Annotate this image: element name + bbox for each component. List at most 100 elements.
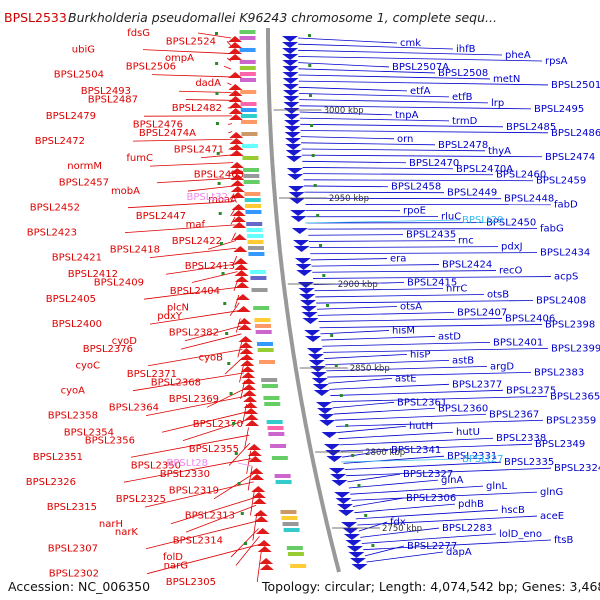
forward-gene-hism[interactable]: hisM — [320, 325, 415, 336]
forward-gene-phea[interactable]: pheA — [298, 49, 531, 61]
forward-gene-bpsl2383[interactable]: BPSL2383 — [327, 367, 584, 378]
reverse-gene-bpsl2482[interactable]: BPSL2482 — [172, 103, 232, 114]
reverse-gene-bpsl2400[interactable]: BPSL2400 — [52, 310, 240, 331]
reverse-gene-bpsl2351[interactable]: BPSL2351 — [33, 434, 250, 463]
reverse-gene-bpsl2358[interactable]: BPSL2358 — [48, 395, 246, 422]
forward-gene-fdx[interactable]: fdx — [358, 517, 406, 532]
reverse-gene-bpsl2487[interactable]: BPSL2487 — [88, 95, 232, 106]
reverse-gene-bpsl2476[interactable]: BPSL2476 — [133, 120, 233, 131]
forward-gene-bpsl2399[interactable]: BPSL2399 — [323, 343, 600, 354]
reverse-gene-bpsl2423[interactable]: BPSL2423 — [27, 224, 236, 239]
reverse-gene-bpsl2319[interactable]: BPSL2319 — [169, 466, 253, 497]
forward-gene-astd[interactable]: astD — [321, 331, 461, 342]
reverse-gene-bpsl2471[interactable]: BPSL2471 — [174, 144, 233, 155]
forward-gene-bpsl2470[interactable]: BPSL2470 — [302, 158, 459, 169]
reverse-gene-bpsl2356[interactable]: BPSL2356 — [85, 419, 248, 447]
forward-gene-cmk[interactable]: cmk — [298, 37, 421, 49]
reverse-gene-ubig[interactable]: ubiG — [72, 45, 232, 56]
forward-gene-ihfb[interactable]: ihfB — [298, 43, 476, 55]
forward-rna-bpslt27[interactable]: BPSLt27 — [341, 454, 503, 465]
reverse-gene-nark[interactable]: narK — [115, 504, 257, 538]
forward-gene-bpsl2495[interactable]: BPSL2495 — [299, 104, 584, 115]
reverse-gene-bpsl2504[interactable]: BPSL2504 — [54, 70, 232, 81]
forward-gene-bpsl2450[interactable]: BPSL2450 — [307, 218, 536, 229]
forward-gene-bpsl2324[interactable]: BPSL2324 — [346, 463, 600, 477]
forward-gene-bpsl2331[interactable]: BPSL2331 — [343, 451, 497, 464]
forward-gene-nrrc[interactable]: nrrC — [314, 284, 468, 295]
forward-gene-otsb[interactable]: otsB — [315, 290, 509, 301]
reverse-gene-fumc[interactable]: fumC — [126, 153, 233, 164]
forward-gene-lold-eno[interactable]: lolD_eno — [361, 529, 542, 544]
forward-gene-bpsl2424[interactable]: BPSL2424 — [311, 260, 493, 271]
forward-gene-trmd[interactable]: trmD — [299, 116, 478, 127]
forward-gene-argd[interactable]: argD — [326, 361, 514, 372]
forward-gene-reco[interactable]: recO — [312, 266, 523, 277]
forward-gene-etfa[interactable]: etfA — [298, 86, 431, 97]
reverse-gene-moba[interactable]: mobA — [111, 185, 234, 197]
forward-gene-thya[interactable]: thyA — [301, 146, 512, 157]
forward-gene-bpsl2398[interactable]: BPSL2398 — [319, 319, 596, 330]
forward-gene-bpsl2359[interactable]: BPSL2359 — [336, 415, 596, 427]
forward-gene-huth[interactable]: hutH — [337, 421, 433, 433]
forward-gene-bpsl2485[interactable]: BPSL2485 — [300, 122, 556, 133]
forward-gene-bpsl2375[interactable]: BPSL2375 — [330, 385, 556, 396]
forward-gene-bpsl2474[interactable]: BPSL2474 — [301, 152, 595, 163]
title-locus[interactable]: BPSL2533 — [4, 10, 67, 25]
forward-gene-bpsl2486[interactable]: BPSL2486 — [300, 128, 600, 139]
reverse-gene-bpsl2409[interactable]: BPSL2409 — [94, 271, 238, 289]
reverse-gene-fdsg[interactable]: fdsG — [127, 28, 232, 39]
reverse-gene-bpsl2474a[interactable]: BPSL2474A — [139, 128, 233, 139]
reverse-gene-bpsl2421[interactable]: BPSL2421 — [52, 247, 237, 264]
reverse-gene-bpsl2479[interactable]: BPSL2479 — [46, 111, 232, 122]
forward-gene-glnl[interactable]: glnL — [350, 481, 507, 495]
reverse-gene-cyod[interactable]: cyoD — [112, 325, 241, 347]
forward-gene-bpsl2478[interactable]: BPSL2478 — [301, 140, 488, 151]
forward-gene-lrp[interactable]: lrp — [299, 98, 504, 109]
reverse-gene-bpsl2326[interactable]: BPSL2326 — [26, 458, 252, 489]
forward-gene-metn[interactable]: metN — [298, 74, 521, 85]
reverse-gene-bpsl2307[interactable]: BPSL2307 — [48, 520, 258, 555]
forward-gene-bpsl2401[interactable]: BPSL2401 — [322, 337, 543, 348]
forward-gene-bpsl2338[interactable]: BPSL2338 — [339, 433, 547, 446]
forward-gene-hscb[interactable]: hscB — [355, 505, 525, 520]
forward-gene-bpsl2460[interactable]: BPSL2460 — [303, 170, 546, 181]
reverse-gene-bpsl2315[interactable]: BPSL2315 — [47, 481, 254, 513]
forward-gene-bpsl2361[interactable]: BPSL2361 — [332, 397, 448, 408]
forward-gene-bpsl2435[interactable]: BPSL2435 — [308, 230, 456, 241]
forward-gene-pdhb[interactable]: pdhB — [354, 499, 484, 514]
forward-gene-bpsl2501[interactable]: BPSL2501 — [298, 80, 600, 91]
forward-gene-hisp[interactable]: hisP — [324, 349, 430, 360]
reverse-gene-normm[interactable]: normM — [67, 161, 234, 172]
forward-gene-dapa[interactable]: dapA — [366, 547, 472, 563]
reverse-gene-bpsl2452[interactable]: BPSL2452 — [30, 201, 235, 214]
forward-gene-pdxj[interactable]: pdxJ — [309, 242, 523, 253]
reverse-rna-bpslt28[interactable]: BPSLt28 — [167, 458, 253, 469]
reverse-gene-bpsl2302[interactable]: BPSL2302 — [49, 543, 261, 580]
forward-gene-fabg[interactable]: fabG — [307, 224, 564, 235]
reverse-gene-bpsl2413[interactable]: BPSL2413 — [185, 255, 238, 272]
forward-gene-bpsl2377[interactable]: BPSL2377 — [329, 379, 502, 390]
reverse-gene-bpsl2371[interactable]: BPSL2371 — [127, 357, 244, 380]
forward-rna-bpslt29[interactable]: BPSLt29 — [305, 215, 503, 226]
forward-gene-bpsl2459[interactable]: BPSL2459 — [303, 176, 587, 187]
forward-gene-bpsl2406[interactable]: BPSL2406 — [318, 313, 556, 324]
forward-gene-bpsl2448[interactable]: BPSL2448 — [304, 194, 554, 205]
reverse-gene-bpsl2463[interactable]: BPSL2463 — [194, 169, 244, 180]
forward-gene-bpsl2415[interactable]: BPSL2415 — [313, 278, 457, 289]
reverse-gene-moaa[interactable]: moaA — [208, 193, 237, 206]
forward-gene-era[interactable]: era — [310, 254, 406, 265]
forward-gene-bpsl2349[interactable]: BPSL2349 — [340, 439, 585, 452]
forward-gene-bpsl2283[interactable]: BPSL2283 — [360, 523, 492, 538]
forward-gene-rpsa[interactable]: rpsA — [298, 56, 568, 67]
reverse-gene-bpsl2368[interactable]: BPSL2368 — [151, 365, 244, 388]
reverse-gene-maf[interactable]: maf — [186, 216, 236, 230]
reverse-gene-plcn[interactable]: plcN — [167, 294, 240, 314]
reverse-gene-narh[interactable]: narH — [99, 497, 256, 530]
forward-gene-bpsl2360[interactable]: BPSL2360 — [333, 403, 488, 415]
forward-gene-fabd[interactable]: fabD — [305, 200, 578, 211]
forward-gene-astb[interactable]: astB — [325, 355, 474, 366]
reverse-gene-bpsl2354[interactable]: BPSL2354 — [64, 411, 248, 438]
forward-gene-bpsl2507a[interactable]: BPSL2507A — [298, 62, 449, 73]
forward-gene-acps[interactable]: acpS — [313, 272, 578, 283]
forward-gene-otsa[interactable]: otsA — [316, 301, 422, 312]
